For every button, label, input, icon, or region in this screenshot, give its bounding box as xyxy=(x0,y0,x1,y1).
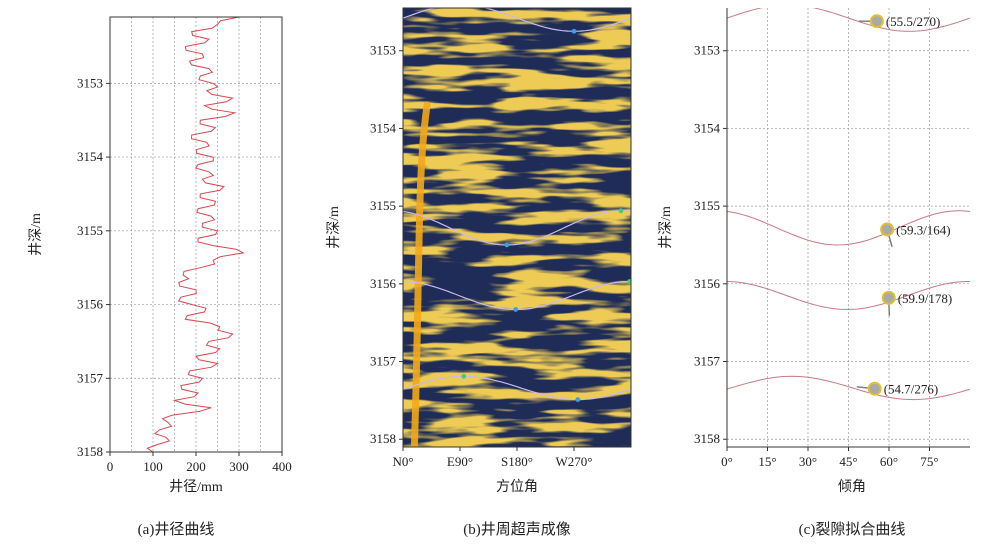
panel-c-fracture-markers: (55.5/270) (59.3/164) (59.9/178) (54.7/276) xyxy=(856,14,953,397)
panel-a-caption: (a)井径曲线 xyxy=(138,521,215,538)
panel-c-grid xyxy=(727,8,970,447)
panel-c-x-ticks: 0° 15° 30° 45° 60° 75° xyxy=(721,447,939,469)
panel-c-fit-curve-2 xyxy=(727,281,970,311)
panel-b-y-label: 井深/m xyxy=(326,206,342,249)
panel-b-ytick-label-1: 3154 xyxy=(370,120,397,135)
panel-c-fracture-label-3: (54.7/276) xyxy=(884,382,939,397)
panel-a-xtick-label-1: 100 xyxy=(143,459,163,474)
panel-b-sinusoids xyxy=(403,2,631,403)
panel-b-trough-marker-3 xyxy=(575,397,581,403)
panel-a-ytick-label-3: 3156 xyxy=(77,297,104,312)
panel-b-image-texture xyxy=(403,8,631,447)
panel-b-trough-marker-2 xyxy=(513,307,519,312)
panel-a-grid xyxy=(110,17,282,452)
panel-a-x-label: 井径/mm xyxy=(169,479,223,495)
panel-b-vertical-vein xyxy=(410,101,431,447)
panel-b-sinusoid-0 xyxy=(403,8,631,32)
panel-c-fit-curve-3 xyxy=(727,375,970,401)
panel-a-xtick-label-4: 400 xyxy=(272,459,292,474)
panel-c-xtick-label-4: 60° xyxy=(880,454,898,469)
panel-c-ytick-label-0: 3153 xyxy=(694,43,720,58)
panel-a-xtick-label-0: 0 xyxy=(107,459,114,474)
panel-b-peak-marker-1 xyxy=(618,208,624,214)
panel-b-sinusoid-3 xyxy=(403,375,631,401)
panel-b-sinusoid-1 xyxy=(403,210,631,246)
panel-c-fracture-label-0: (55.5/270) xyxy=(886,14,941,29)
panel-a-xtick-label-3: 300 xyxy=(229,459,249,474)
panel-c-ytick-label-2: 3155 xyxy=(694,198,720,213)
panel-b-y-ticks: 3153 3154 3155 3156 3157 3158 xyxy=(370,43,403,446)
panel-c-ytick-label-3: 3156 xyxy=(694,276,721,291)
panel-a-ytick-label-0: 3153 xyxy=(77,75,103,90)
panel-b-ytick-label-5: 3158 xyxy=(370,431,396,446)
panel-b-xtick-label-1: E90° xyxy=(447,454,473,469)
panel-b-x-label: 方位角 xyxy=(496,479,538,495)
panel-b-overlay xyxy=(403,2,631,447)
panel-b-xtick-label-2: S180° xyxy=(501,454,533,469)
panel-c-fracture-fit-chart: (55.5/270) (59.3/164) (59.9/178) (54.7/276)… xyxy=(658,8,970,538)
panel-b-trough-marker-0 xyxy=(571,28,577,34)
panel-b-peak-marker-0 xyxy=(458,2,463,7)
panel-c-xtick-label-3: 45° xyxy=(839,454,857,469)
panel-b-xtick-label-0: N0° xyxy=(392,454,413,469)
panel-b-trough-marker-1 xyxy=(504,242,510,248)
panel-b-ytick-label-3: 3156 xyxy=(370,276,397,291)
panel-c-fracture-label-2: (59.9/178) xyxy=(898,291,953,306)
panel-b-ytick-label-0: 3153 xyxy=(370,43,396,58)
panel-a-ytick-label-4: 3157 xyxy=(77,370,104,385)
panel-c-xtick-label-5: 75° xyxy=(920,454,938,469)
panel-b-ytick-label-2: 3155 xyxy=(370,198,396,213)
panel-c-xtick-label-1: 15° xyxy=(758,454,776,469)
panel-c-xtick-label-2: 30° xyxy=(799,454,817,469)
panel-c-y-ticks: 3153 3154 3155 3156 3157 3158 xyxy=(694,43,727,446)
panel-a-x-ticks: 0 100 200 300 400 xyxy=(107,452,292,474)
panel-a-caliper-chart: 0 100 200 300 400 3153 3154 3155 3156 3157 3158 井… xyxy=(28,16,292,538)
panel-c-fracture-point-1 xyxy=(880,222,895,237)
panel-a-xtick-label-2: 200 xyxy=(186,459,206,474)
panel-b-ultrasonic-image: N0° E90° S180° W270° 3153315431553156315731… xyxy=(326,2,632,538)
panel-c-x-label: 倾角 xyxy=(838,479,866,495)
panel-c-fit-curve-0 xyxy=(727,8,970,32)
panel-c-fracture-point-3 xyxy=(867,381,882,396)
panel-a-y-label: 井深/m xyxy=(28,213,44,256)
panel-c-fracture-point-0 xyxy=(869,14,884,29)
panel-c-fracture-label-1: (59.3/164) xyxy=(896,222,951,237)
panel-c-fit-curve-1 xyxy=(727,210,970,246)
panel-b-x-ticks: N0° E90° S180° W270° xyxy=(392,447,592,469)
panel-a-ytick-label-1: 3154 xyxy=(77,149,104,164)
panel-c-y-label: 井深/m xyxy=(658,206,674,249)
panel-a-y-ticks: 3153 3154 3155 3156 3157 3158 xyxy=(77,75,110,459)
panel-a-ytick-label-2: 3155 xyxy=(77,223,103,238)
panel-c-xtick-label-0: 0° xyxy=(721,454,733,469)
panel-c-caption: (c)裂隙拟合曲线 xyxy=(799,521,906,538)
panel-b-peak-marker-2 xyxy=(627,279,631,284)
panel-c-fracture-point-2 xyxy=(881,290,896,305)
panel-c-fit-curves xyxy=(727,8,970,401)
panel-c-ytick-label-1: 3154 xyxy=(694,120,721,135)
panel-c-ytick-label-4: 3157 xyxy=(694,354,721,369)
panel-c-ytick-label-5: 3158 xyxy=(694,431,720,446)
panel-a-ytick-label-5: 3158 xyxy=(77,444,103,459)
panel-b-xtick-label-3: W270° xyxy=(556,454,593,469)
panel-b-ytick-label-4: 3157 xyxy=(370,354,397,369)
panel-b-caption: (b)井周超声成像 xyxy=(463,520,571,538)
panel-a-caliper-line xyxy=(146,17,245,452)
panel-b-peak-marker-3 xyxy=(461,373,467,379)
